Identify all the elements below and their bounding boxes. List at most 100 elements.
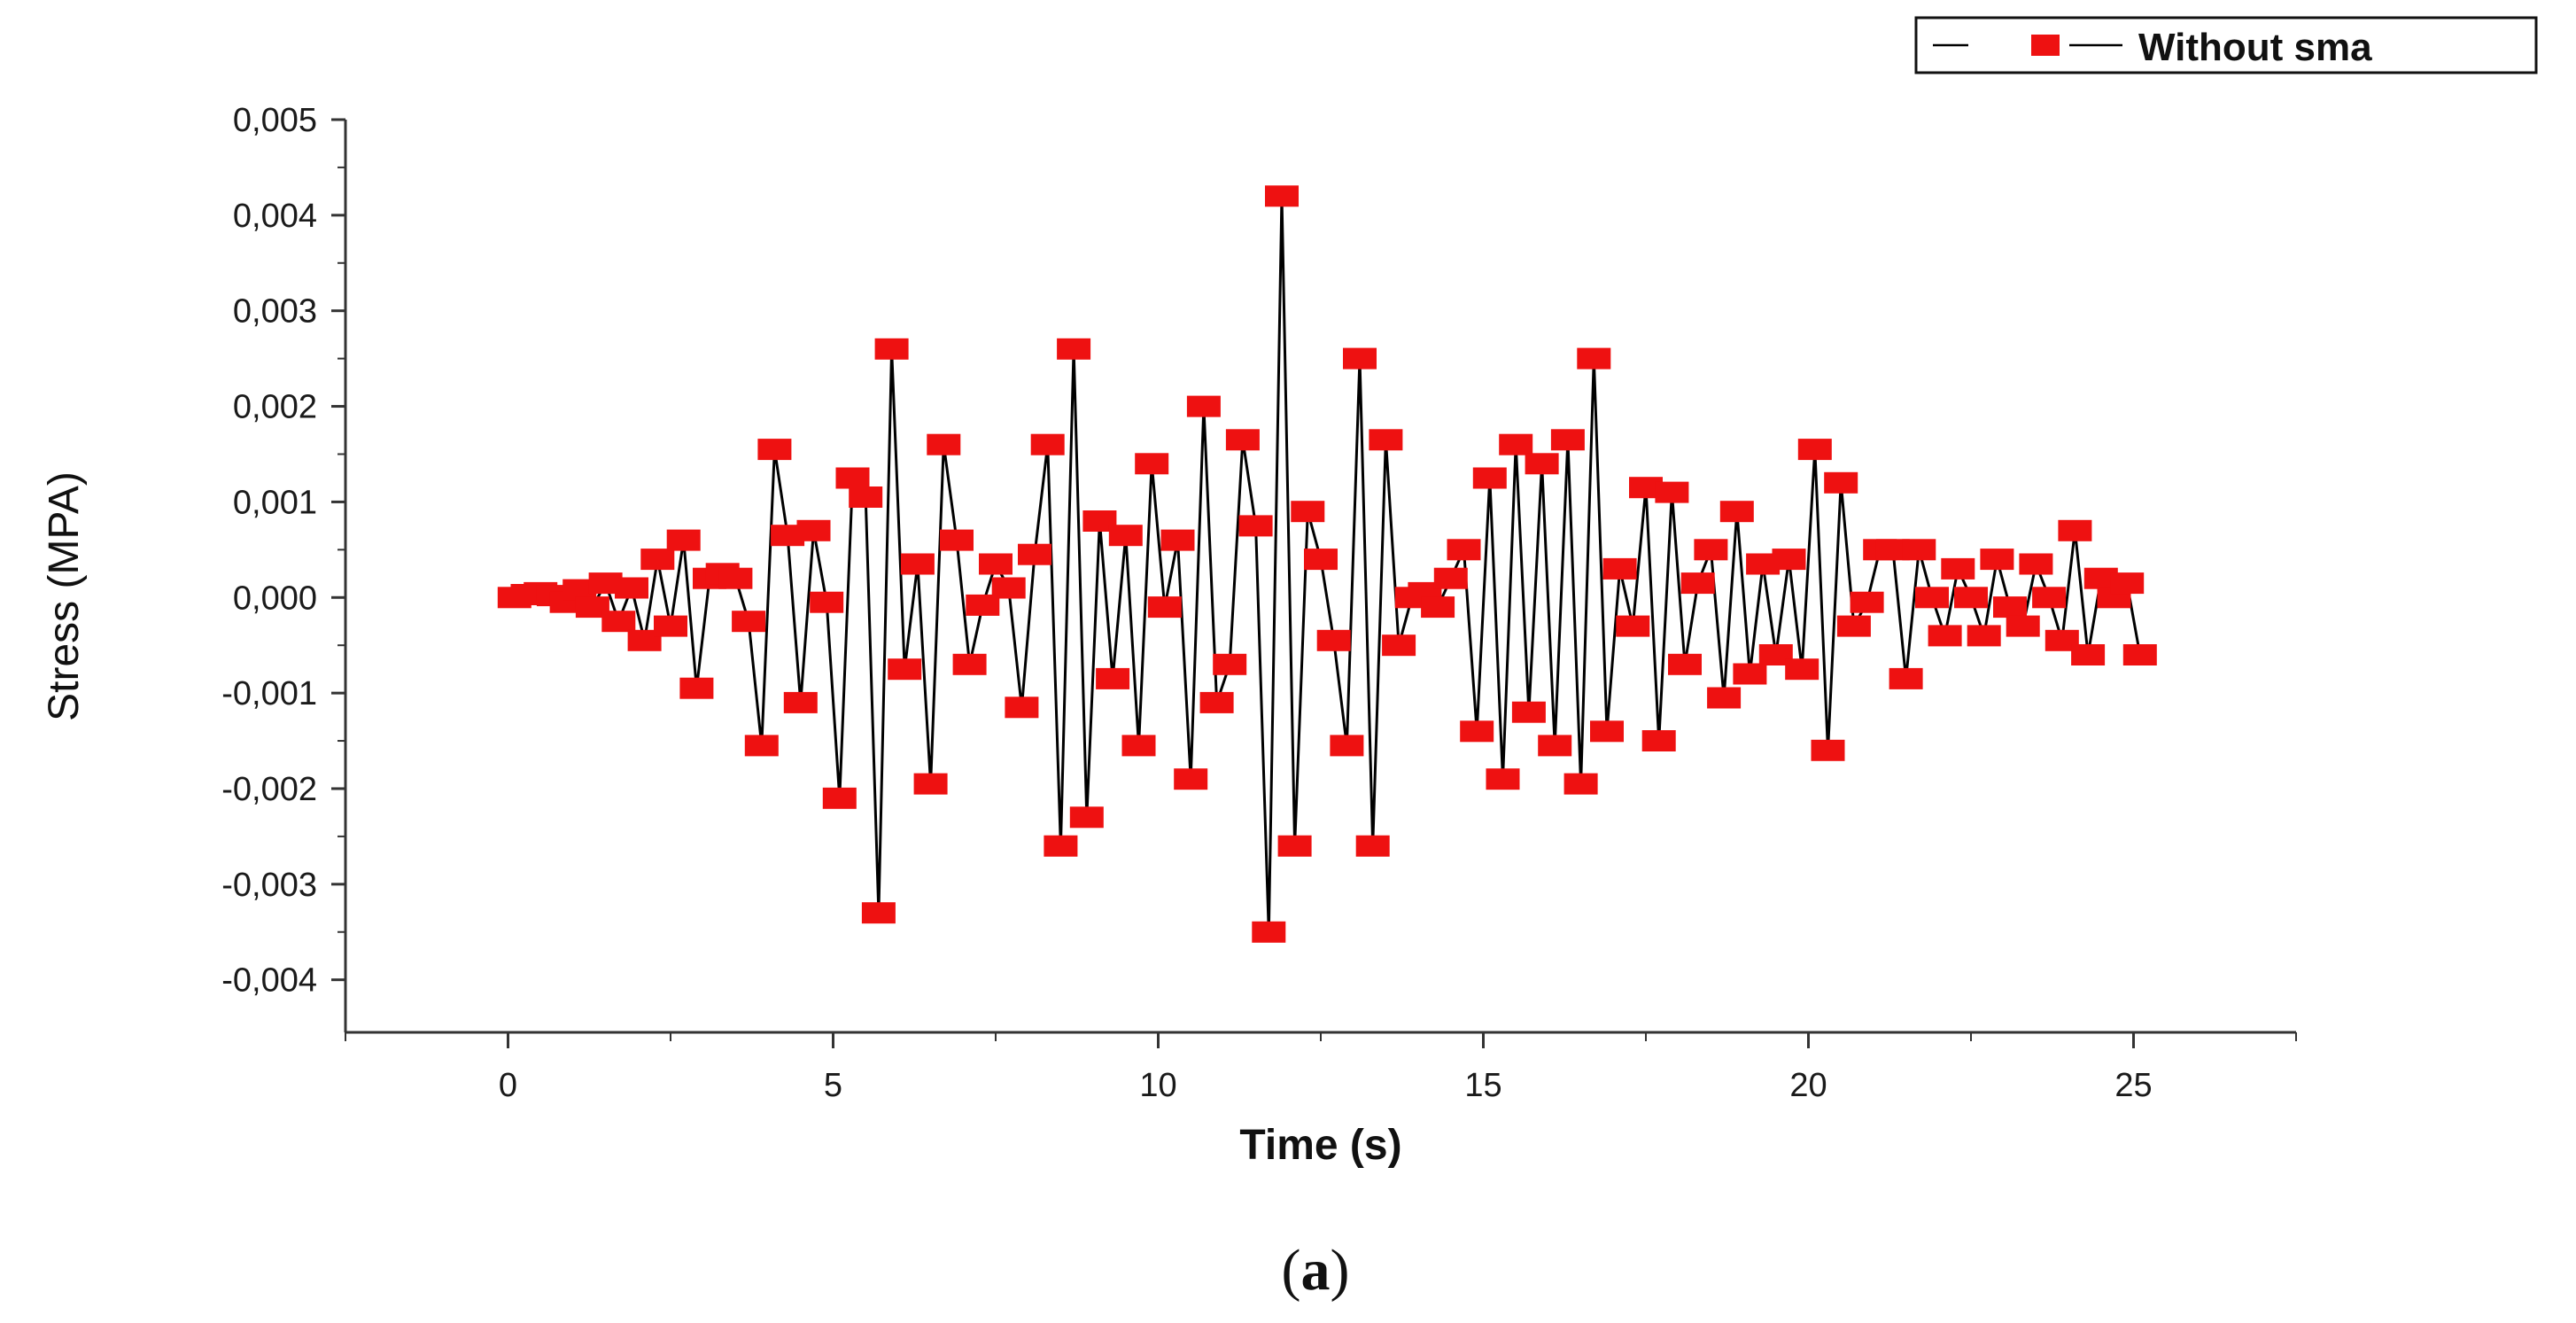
data-point-marker	[1343, 347, 1377, 370]
data-point-marker	[601, 611, 636, 633]
data-point-marker	[822, 787, 857, 809]
data-point-marker	[2110, 572, 2145, 595]
data-point-marker	[1577, 347, 1611, 370]
data-point-marker	[1694, 539, 1728, 561]
data-point-marker	[1174, 768, 1208, 790]
data-point-marker	[1472, 467, 1507, 489]
x-tick-label: 15	[1464, 1067, 1501, 1104]
data-point-marker	[810, 591, 844, 613]
data-point-marker	[1836, 615, 1871, 637]
data-point-marker	[1135, 453, 1169, 475]
data-point-marker	[2071, 644, 2106, 665]
data-point-marker	[1668, 653, 1702, 675]
x-tick-label: 5	[824, 1067, 842, 1104]
data-point-marker	[1121, 735, 1156, 757]
data-point-marker	[1616, 615, 1650, 637]
data-point-marker	[1304, 549, 1338, 571]
data-point-marker	[796, 519, 831, 541]
data-point-marker	[1433, 567, 1468, 589]
data-point-marker	[952, 653, 987, 675]
data-point-marker	[1655, 481, 1689, 503]
data-point-marker	[1005, 697, 1039, 719]
x-tick-label: 10	[1139, 1067, 1176, 1104]
data-point-marker	[1238, 515, 1273, 537]
x-axis-title: Time (s)	[1239, 1122, 1401, 1169]
data-point-marker	[1252, 921, 1286, 943]
data-point-marker	[1928, 625, 1962, 647]
data-point-marker	[1460, 720, 1494, 743]
data-point-marker	[1641, 730, 1676, 751]
data-point-marker	[1499, 433, 1533, 455]
data-point-marker	[1602, 557, 1637, 580]
data-point-marker	[1057, 338, 1091, 360]
data-point-marker	[1030, 433, 1065, 455]
y-tick-label: -0,003	[221, 867, 317, 904]
data-point-marker	[1824, 471, 1858, 494]
data-point-marker	[1330, 735, 1364, 757]
data-point-marker	[1511, 701, 1546, 723]
data-point-marker	[1980, 549, 2014, 571]
data-point-marker	[1525, 453, 1559, 475]
data-point-marker	[1993, 596, 2027, 619]
data-point-marker	[940, 529, 974, 551]
data-point-marker	[679, 677, 714, 699]
data-point-marker	[1785, 658, 1819, 681]
legend-label: Without sma	[2138, 26, 2372, 69]
data-point-marker	[1902, 539, 1936, 561]
data-point-marker	[744, 735, 779, 757]
data-point-marker	[2006, 615, 2040, 637]
data-point-marker	[1915, 587, 1949, 609]
data-point-marker	[991, 577, 1026, 599]
data-point-marker	[2122, 644, 2157, 665]
caption-letter: a	[1301, 1238, 1331, 1303]
data-point-marker	[1680, 572, 1715, 595]
data-point-marker	[913, 773, 948, 795]
data-point-marker	[757, 439, 792, 461]
data-point-marker	[1889, 667, 1923, 689]
data-point-marker	[1160, 529, 1195, 551]
data-point-marker	[2058, 519, 2092, 541]
data-point-marker	[861, 902, 896, 924]
data-point-marker	[615, 577, 648, 599]
data-point-marker	[1369, 429, 1403, 451]
data-point-marker	[1044, 835, 1078, 857]
data-point-marker	[1108, 525, 1143, 547]
data-point-marker	[849, 486, 883, 508]
data-point-marker	[900, 553, 935, 575]
data-point-marker	[1797, 439, 1832, 461]
data-point-marker	[1265, 185, 1299, 207]
data-point-marker	[1421, 596, 1455, 619]
caption-open-paren: (	[1282, 1238, 1301, 1303]
data-point-marker	[1355, 835, 1390, 857]
data-point-marker	[1199, 691, 1234, 713]
y-tick-label: 0,003	[233, 293, 317, 331]
data-point-marker	[1538, 735, 1572, 757]
y-tick-label: -0,002	[221, 771, 317, 808]
data-point-marker	[666, 529, 701, 551]
data-point-marker	[927, 433, 961, 455]
data-point-marker	[1147, 596, 1182, 619]
data-point-marker	[1186, 395, 1221, 417]
y-tick-label: -0,004	[221, 962, 317, 1000]
data-point-marker	[640, 549, 675, 571]
series-markers-group	[497, 185, 2157, 943]
caption-close-paren: )	[1331, 1238, 1350, 1303]
data-point-marker	[1590, 720, 1624, 743]
x-tick-label: 25	[2114, 1067, 2152, 1104]
data-point-marker	[1850, 591, 1884, 613]
y-tick-label: 0,001	[233, 484, 317, 521]
figure-caption: (a)	[1282, 1238, 1350, 1303]
y-axis-title: Stress (MPA)	[41, 471, 88, 721]
y-tick-label: 0,000	[233, 580, 317, 617]
y-ticks: 0,005 0,004 0,003 0,002 0,001 0,000 -0,001 -0,0…	[221, 102, 345, 1000]
data-point-marker	[835, 467, 870, 489]
y-tick-label: 0,004	[233, 198, 317, 235]
data-point-marker	[1382, 634, 1416, 657]
y-tick-label: 0,005	[233, 102, 317, 139]
data-point-marker	[888, 658, 922, 681]
data-point-marker	[1213, 653, 1247, 675]
data-point-marker	[718, 567, 753, 589]
data-point-marker	[1291, 501, 1325, 523]
data-point-marker	[1486, 768, 1520, 790]
